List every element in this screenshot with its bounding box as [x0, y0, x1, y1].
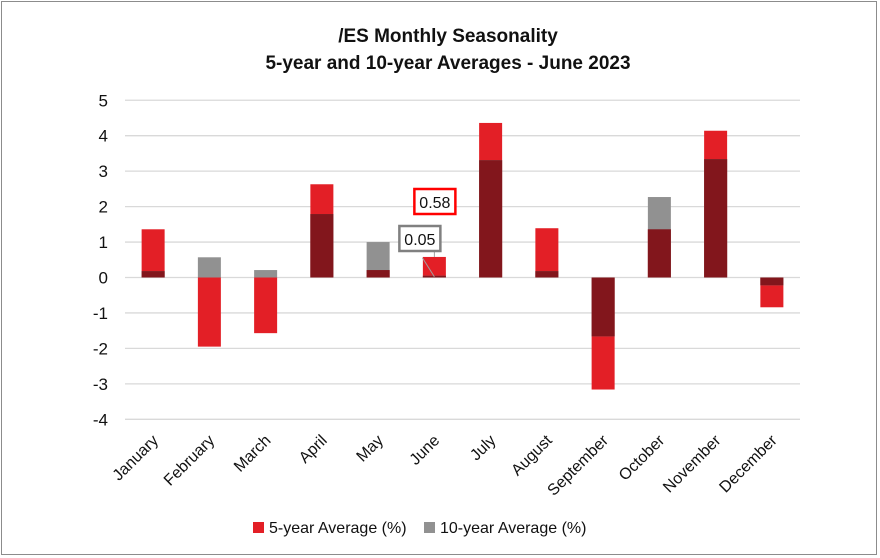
x-tick-label: June	[407, 432, 444, 469]
y-tick-label: -1	[93, 304, 108, 323]
bar-5yr-june	[422, 256, 446, 278]
bar-5yr-march	[254, 277, 278, 334]
legend-label-5yr: 5-year Average (%)	[269, 520, 407, 537]
bar-overlap-may	[366, 270, 390, 278]
bar-overlap-september	[591, 277, 615, 337]
y-tick-label: -4	[93, 410, 108, 429]
annotation-box-10yr	[398, 224, 442, 253]
x-tick-label: July	[467, 432, 499, 464]
bar-overlap-july	[479, 160, 503, 278]
y-tick-label: -2	[93, 339, 108, 358]
y-tick-label: 2	[99, 198, 108, 217]
chart-subtitle: 5-year and 10-year Averages - June 2023	[265, 53, 630, 74]
x-tick-label: November	[660, 432, 725, 497]
bar-overlap-november	[704, 159, 728, 278]
x-tick-label: October	[616, 432, 669, 485]
x-tick-label: May	[354, 432, 387, 465]
y-tick-label: 0	[99, 269, 108, 288]
y-tick-label: 5	[99, 91, 108, 110]
x-tick-label: February	[161, 432, 218, 489]
y-tick-label: 4	[99, 127, 108, 146]
y-tick-label: 1	[99, 233, 108, 252]
x-tick-label: April	[296, 432, 331, 467]
x-tick-label: March	[231, 432, 274, 475]
bar-5yr-february	[197, 277, 221, 347]
annotation-5yr-label: 0.58	[419, 195, 450, 212]
bar-10yr-march	[254, 270, 278, 278]
bar-overlap-december	[760, 277, 784, 286]
bar-overlap-october	[647, 229, 671, 278]
x-tick-label: January	[110, 432, 162, 484]
x-tick-label: September	[545, 432, 613, 500]
bar-5yr-august	[535, 228, 559, 278]
x-tick-label: December	[716, 432, 781, 497]
annotation-box-5yr	[413, 187, 457, 216]
y-tick-label: -3	[93, 375, 108, 394]
annotation-leader	[421, 257, 435, 278]
bar-10yr-february	[197, 257, 221, 278]
bar-overlap-august	[535, 271, 559, 278]
bar-10yr-may	[366, 242, 390, 278]
legend-swatch-10yr	[424, 522, 435, 533]
bar-overlap-april	[310, 214, 334, 278]
legend-label-10yr: 10-year Average (%)	[440, 520, 586, 537]
legend-swatch-5yr	[253, 522, 264, 533]
chart-title: /ES Monthly Seasonality	[338, 26, 558, 47]
annotation-10yr-label: 0.05	[404, 232, 435, 249]
bar-overlap-january	[141, 271, 165, 278]
y-tick-label: 3	[99, 162, 108, 181]
bar-5yr-january	[141, 229, 165, 278]
x-tick-label: August	[508, 432, 556, 480]
